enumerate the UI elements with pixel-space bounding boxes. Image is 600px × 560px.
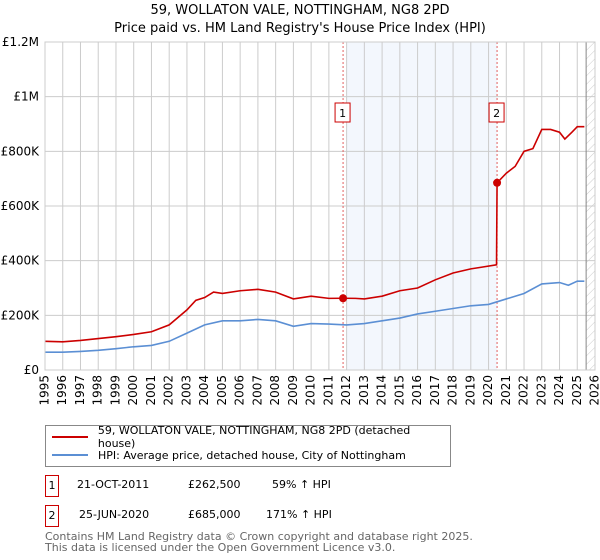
x-tick-label: 2000 xyxy=(126,375,140,406)
x-tick-label: 1997 xyxy=(73,375,87,406)
legend-item-hpi: HPI: Average price, detached house, City… xyxy=(46,446,406,464)
transaction-row: 1 21-OCT-2011 £262,500 59% ↑ HPI xyxy=(45,475,445,497)
footer-line: Contains HM Land Registry data © Crown c… xyxy=(45,530,473,543)
x-tick-label: 2012 xyxy=(339,375,353,406)
x-tick-label: 2006 xyxy=(233,375,247,406)
sale-label: 2 xyxy=(493,107,500,120)
x-tick-label: 2021 xyxy=(499,375,513,406)
transaction-row: 2 25-JUN-2020 £685,000 171% ↑ HPI xyxy=(45,505,445,527)
y-tick-label: £600K xyxy=(1,199,41,213)
title: 59, WOLLATON VALE, NOTTINGHAM, NG8 2PD xyxy=(150,3,450,18)
footer: Contains HM Land Registry data © Crown c… xyxy=(45,531,473,553)
x-tick-label: 1995 xyxy=(38,375,52,406)
y-tick-label: £200K xyxy=(1,308,41,322)
x-tick-label: 2023 xyxy=(534,375,548,406)
x-tick-label: 2014 xyxy=(375,375,389,406)
transaction-badge: 1 xyxy=(45,475,59,497)
legend-label: HPI: Average price, detached house, City… xyxy=(98,448,406,462)
y-tick-label: £1M xyxy=(13,90,39,104)
transaction-price: £262,500 xyxy=(188,478,241,491)
legend-label: 59, WOLLATON VALE, NOTTINGHAM, NG8 2PD (… xyxy=(97,424,411,450)
x-tick-label: 2003 xyxy=(179,375,193,406)
x-tick-label: 2001 xyxy=(144,375,158,406)
x-tick-label: 2009 xyxy=(286,375,300,406)
sale-label-box xyxy=(334,102,351,123)
x-tick-label: 2024 xyxy=(552,375,566,406)
x-tick-label: 2002 xyxy=(162,375,176,406)
transaction-badge: 2 xyxy=(45,505,59,527)
x-tick-label: 2013 xyxy=(357,375,371,406)
x-tick-label: 2019 xyxy=(463,375,477,406)
x-tick-label: 2015 xyxy=(392,375,406,406)
x-tick-label: 1999 xyxy=(108,375,122,406)
y-tick-label: £400K xyxy=(1,254,41,268)
x-tick-label: 2020 xyxy=(481,375,495,406)
x-tick-label: 2026 xyxy=(588,375,600,406)
property-price-line xyxy=(44,125,585,343)
x-tick-label: 2007 xyxy=(250,375,264,406)
legend-swatch-red xyxy=(52,436,88,438)
x-tick-label: 1996 xyxy=(55,375,69,406)
transaction-hpi: 59% ↑ HPI xyxy=(272,478,331,491)
x-tick-label: 2018 xyxy=(446,375,460,406)
x-tick-label: 2022 xyxy=(517,375,531,406)
footer-line: This data is licensed under the Open Gov… xyxy=(45,541,396,554)
x-tick-label: 2017 xyxy=(428,375,442,406)
transaction-hpi: 171% ↑ HPI xyxy=(266,508,332,521)
sale-point xyxy=(493,178,502,187)
legend: 59, WOLLATON VALE, NOTTINGHAM, NG8 2PD (… xyxy=(45,424,451,467)
transaction-date: 25-JUN-2020 xyxy=(79,508,150,521)
x-tick-label: 2025 xyxy=(570,375,584,406)
sale-label-box xyxy=(488,102,505,123)
x-tick-label: 2011 xyxy=(321,375,335,406)
x-tick-label: 1998 xyxy=(91,375,105,406)
legend-swatch-blue xyxy=(52,454,88,456)
price-chart: 1995 1996 1997 1998 1999 2000 2001 2002 2003 2004… xyxy=(1,35,600,406)
x-tick-label: 2004 xyxy=(197,375,211,406)
sale-label: 1 xyxy=(339,107,346,120)
y-tick-label: £800K xyxy=(1,144,41,158)
x-tick-label: 2016 xyxy=(410,375,424,406)
x-tick-label: 2008 xyxy=(268,375,282,406)
plot-frame xyxy=(44,41,596,371)
subtitle: Price paid vs. HM Land Registry's House … xyxy=(114,21,486,36)
x-tick-label: 2005 xyxy=(215,375,229,406)
transaction-date: 21-OCT-2011 xyxy=(77,478,150,491)
y-tick-label: £0 xyxy=(24,363,39,377)
y-tick-label: £1.2M xyxy=(2,35,39,49)
transaction-price: £685,000 xyxy=(188,508,241,521)
x-tick-label: 2010 xyxy=(304,375,318,406)
hpi-line xyxy=(45,280,585,354)
chart-title: 59, WOLLATON VALE, NOTTINGHAM, NG8 2PD P… xyxy=(0,2,600,38)
sale-point xyxy=(339,294,348,303)
legend-item-property: 59, WOLLATON VALE, NOTTINGHAM, NG8 2PD (… xyxy=(46,424,450,450)
